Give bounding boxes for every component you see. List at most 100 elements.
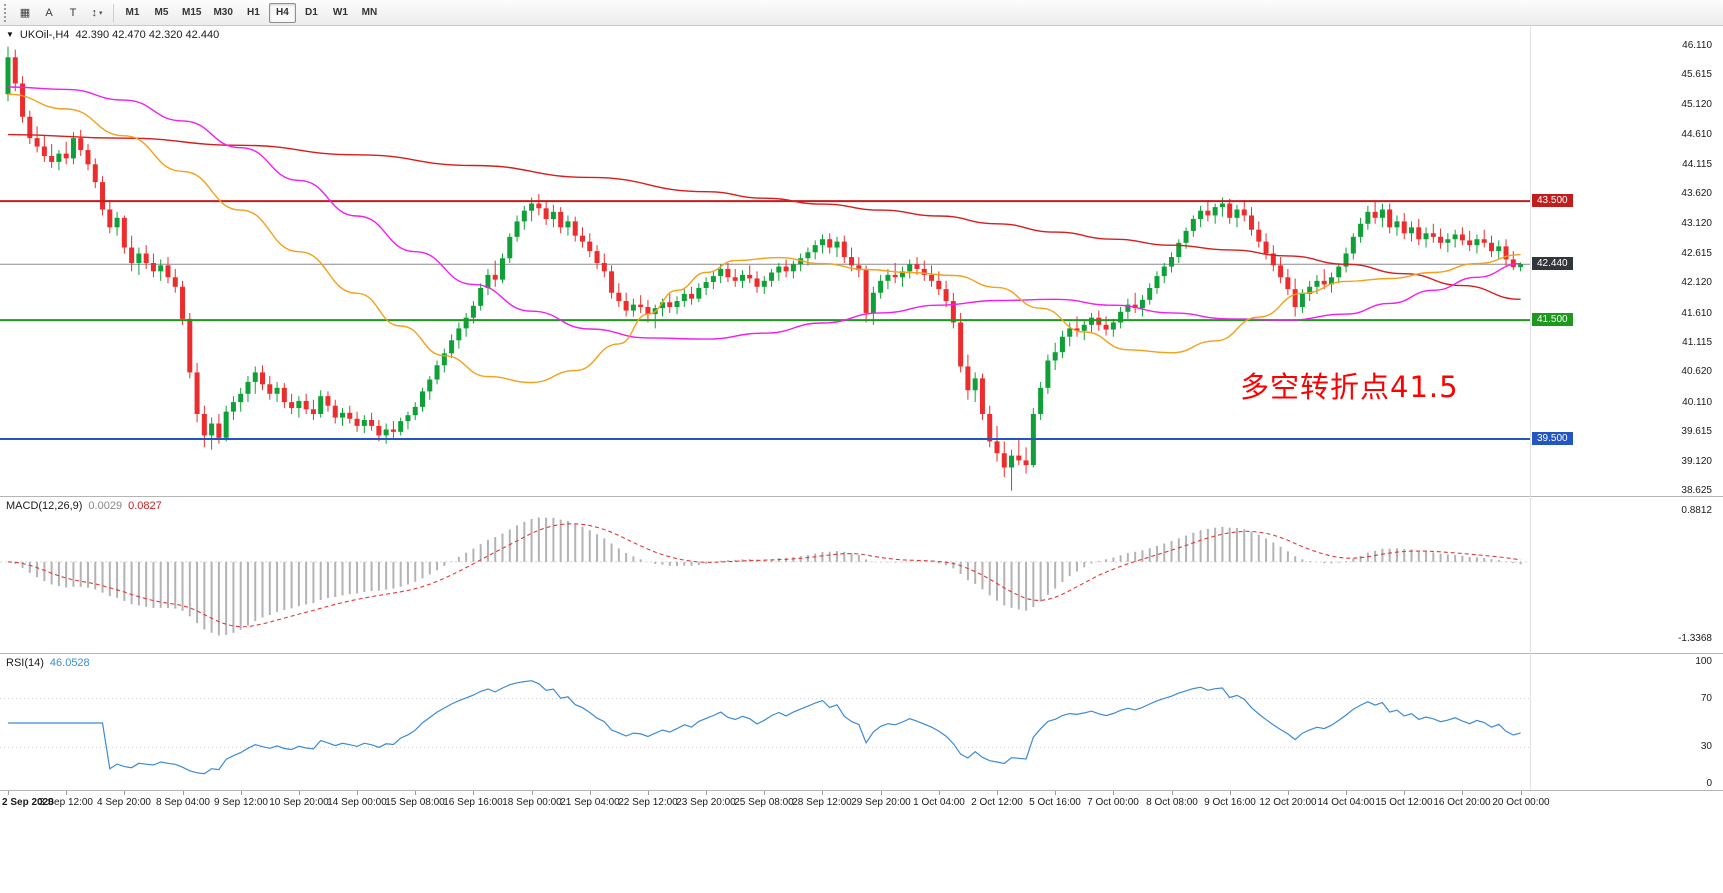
time-axis-tick <box>648 791 649 795</box>
time-axis-label: 5 Oct 16:00 <box>1029 797 1081 808</box>
time-axis-tick <box>532 791 533 795</box>
time-axis-label: 8 Oct 08:00 <box>1146 797 1198 808</box>
time-axis-tick <box>415 791 416 795</box>
time-axis-label: 21 Sep 04:00 <box>560 797 620 808</box>
time-axis-label: 23 Sep 20:00 <box>676 797 736 808</box>
time-axis-tick <box>1346 791 1347 795</box>
time-axis-label: 28 Sep 12:00 <box>792 797 852 808</box>
chart-ohlc-values: 42.390 42.470 42.320 42.440 <box>75 29 220 41</box>
panel-splitter[interactable] <box>0 496 1723 497</box>
time-axis-tick <box>1521 791 1522 795</box>
toolbar-grip[interactable] <box>4 3 10 22</box>
price-axis-label: 43.620 <box>1681 188 1712 200</box>
price-axis-label: 40.110 <box>1682 396 1712 408</box>
text-tool-button[interactable]: T <box>62 3 84 23</box>
text-tool-icon: T <box>69 6 77 19</box>
candles <box>5 46 1524 491</box>
time-axis-tick <box>590 791 591 795</box>
time-axis-label: 10 Sep 20:00 <box>269 797 329 808</box>
timeframe-w1-button[interactable]: W1 <box>332 7 348 18</box>
time-axis-tick <box>357 791 358 795</box>
rsi-value: 46.0528 <box>49 657 90 669</box>
scale-separator <box>1530 26 1531 790</box>
time-axis-label: 8 Sep 04:00 <box>156 797 210 808</box>
timeframe-m15-button[interactable]: M15 <box>182 7 202 18</box>
price-chart[interactable] <box>0 26 1530 496</box>
timeframe-m1-button[interactable]: M1 <box>125 7 140 18</box>
panel-splitter[interactable] <box>0 653 1723 654</box>
time-axis-label: 14 Oct 04:00 <box>1317 797 1375 808</box>
time-axis-label: 4 Sep 20:00 <box>97 797 151 808</box>
time-axis-tick <box>241 791 242 795</box>
rsi-chart[interactable] <box>0 654 1530 790</box>
timeframe-h1-button[interactable]: H1 <box>247 7 260 18</box>
cursor-a-button[interactable]: A <box>38 3 60 23</box>
line-studies-icon: ↕ <box>91 6 97 19</box>
price-axis-label: 42.120 <box>1681 277 1712 289</box>
price-axis-label: 46.110 <box>1682 40 1712 51</box>
timeframe-m5-button[interactable]: M5 <box>154 7 169 18</box>
time-axis-label: 29 Sep 20:00 <box>851 797 911 808</box>
hline-price-badge: 43.500 <box>1532 194 1573 208</box>
price-axis-label: 44.610 <box>1681 129 1712 141</box>
timeframe-d1-button[interactable]: D1 <box>305 7 318 18</box>
macd-header: MACD(12,26,9) 0.0029 0.0827 <box>6 500 162 512</box>
macd-scale[interactable]: 0.8812 -1.3368 <box>1530 497 1723 653</box>
collapse-triangle-icon[interactable]: ▼ <box>6 30 14 39</box>
price-axis-label: 40.620 <box>1681 366 1712 378</box>
time-axis-label: 22 Sep 12:00 <box>618 797 678 808</box>
time-ax is[interactable]: 2 Sep 2020 3 Sep 12:00 4 Sep 20:00 8 Sep 04… <box>0 790 1723 893</box>
time-axis-tick <box>822 791 823 795</box>
chevron-down-icon: ▾ <box>98 9 103 17</box>
time-axis-label: 16 Sep 16:00 <box>443 797 503 808</box>
chart-grid-button[interactable]: ▦ <box>14 3 36 23</box>
macd-panel: MACD(12,26,9) 0.0029 0.0827 0.8812 -1.336… <box>0 497 1723 653</box>
time-axis-tick <box>1230 791 1231 795</box>
rsi-axis-label: 100 <box>1695 656 1712 667</box>
price-axis-label: 43.120 <box>1681 217 1712 229</box>
price-scale[interactable]: 46.110 45.615 45.120 44.610 44.115 43.620 43.1… <box>1530 26 1723 496</box>
macd-signal-line <box>7 523 1521 628</box>
price-axis-label: 39.120 <box>1681 455 1712 467</box>
ma-red-line <box>7 133 1521 300</box>
time-axis-label: 12 Oct 20:00 <box>1259 797 1317 808</box>
timeframe-mn-button[interactable]: MN <box>361 7 378 18</box>
rsi-label: RSI(14) <box>6 657 44 669</box>
time-axis-tick <box>124 791 125 795</box>
time-axis-tick <box>66 791 67 795</box>
time-axis-tick <box>8 791 9 795</box>
time-axis-tick <box>473 791 474 795</box>
timeframe-h4-button[interactable]: H4 <box>268 2 296 23</box>
price-axis-label: 44.115 <box>1682 158 1712 170</box>
time-axis-label: 9 Oct 16:00 <box>1204 797 1256 808</box>
timeframe-m30-button[interactable]: M30 <box>213 7 233 18</box>
price-axis-label: 45.615 <box>1681 69 1712 81</box>
time-axis-tick <box>939 791 940 795</box>
ma-orange-line <box>7 93 1521 384</box>
time-axis-label: 3 Sep 12:00 <box>39 797 93 808</box>
time-axis-tick <box>706 791 707 795</box>
time-axis-label: 2 Sep 2020 <box>2 797 54 808</box>
macd-axis-label: 0.8812 <box>1681 505 1712 516</box>
cursor-a-icon: A <box>45 6 53 19</box>
rsi-axis-label: 0 <box>1706 778 1712 789</box>
time-axis-tick <box>1462 791 1463 795</box>
price-axis-label: 41.115 <box>1682 336 1712 348</box>
macd-axis-label: -1.3368 <box>1678 633 1712 644</box>
price-axis-label: 38.625 <box>1681 485 1712 496</box>
rsi-axis-label: 30 <box>1700 741 1712 753</box>
ma-magenta-line <box>7 86 1521 340</box>
tools-group: ▦ A T ↕ ▾ <box>14 3 108 23</box>
line-studies-button[interactable]: ↕ ▾ <box>86 3 108 23</box>
time-axis-label: 2 Oct 12:00 <box>971 797 1023 808</box>
hline-price-badge: 41.500 <box>1532 313 1573 327</box>
time-axis-tick <box>1172 791 1173 795</box>
chart-header: ▼ UKOil-,H4 42.390 42.470 42.320 42.440 <box>6 29 219 41</box>
macd-chart[interactable] <box>0 497 1530 653</box>
rsi-axis-label: 70 <box>1700 692 1712 704</box>
macd-signal-value: 0.0827 <box>128 500 162 512</box>
rsi-scale[interactable]: 100 70 30 0 <box>1530 654 1723 790</box>
rsi-line <box>8 680 1521 775</box>
chart-grid-icon: ▦ <box>19 7 31 19</box>
